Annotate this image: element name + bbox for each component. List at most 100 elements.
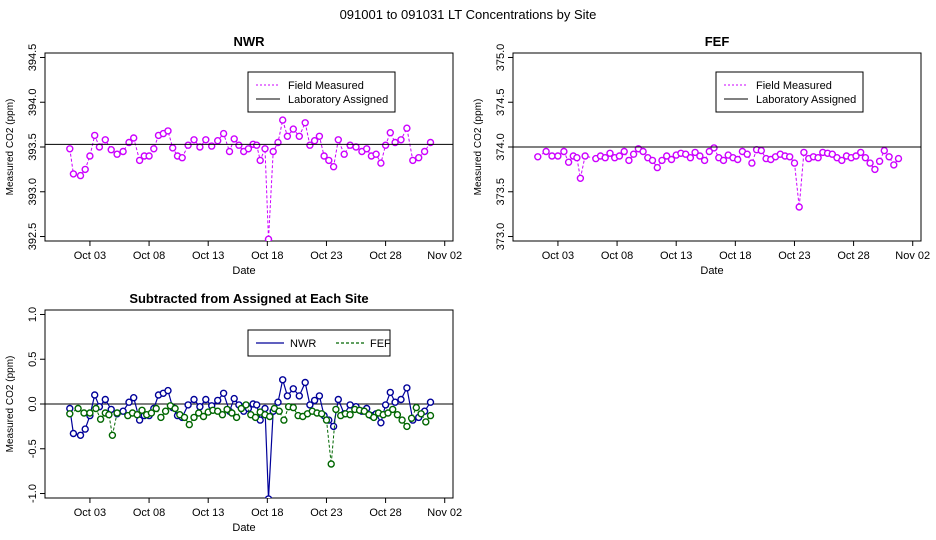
data-point-field-measured: [203, 137, 209, 143]
data-point-field-measured: [341, 151, 347, 157]
data-point-field-measured: [257, 157, 263, 163]
y-tick-label: 392.5: [27, 223, 39, 251]
data-point-fef: [158, 414, 164, 420]
x-tick-label: Nov 02: [427, 250, 462, 262]
x-tick-label: Oct 13: [660, 250, 692, 262]
data-point-field-measured: [877, 158, 883, 164]
y-tick-label: 373.5: [495, 178, 507, 206]
data-point-fef: [281, 417, 287, 423]
data-point-field-measured: [711, 145, 717, 151]
data-point-nwr: [296, 393, 302, 399]
data-point-fef: [418, 411, 424, 417]
data-point-fef: [234, 414, 240, 420]
data-point-field-measured: [535, 154, 541, 160]
data-point-field-measured: [108, 147, 114, 153]
legend-label: Field Measured: [288, 80, 364, 92]
legend-box: [716, 72, 863, 112]
data-point-field-measured: [331, 164, 337, 170]
data-point-field-measured: [383, 142, 389, 148]
data-point-fef: [394, 412, 400, 418]
data-point-fef: [319, 411, 325, 417]
data-point-field-measured: [796, 204, 802, 210]
y-tick-label: 374.5: [495, 88, 507, 116]
data-point-fef: [163, 408, 169, 414]
data-point-field-measured: [858, 149, 864, 155]
data-point-field-measured: [566, 159, 572, 165]
data-point-field-measured: [422, 149, 428, 155]
data-point-nwr: [392, 399, 398, 405]
data-point-field-measured: [735, 157, 741, 163]
data-point-nwr: [387, 389, 393, 395]
data-point-fef: [219, 412, 225, 418]
data-point-field-measured: [373, 151, 379, 157]
data-point-fef: [153, 406, 159, 412]
data-point-fef: [413, 405, 419, 411]
x-tick-label: Nov 02: [895, 250, 930, 262]
data-point-fef: [290, 405, 296, 411]
data-point-field-measured: [881, 148, 887, 154]
data-point-fef: [423, 419, 429, 425]
panel-fef: FEFOct 03 Oct 08 Oct 13 Oct 18 Oct 23 Oct 28 N…: [473, 34, 930, 277]
series-line-nwr: [70, 380, 431, 499]
panel-diff: Subtracted from Assigned at Each Site Oct…: [5, 291, 462, 534]
data-point-nwr: [302, 380, 308, 386]
panels-layer: NWR Oct 03 Oct 08 Oct 13 Oct 18 Oct 23 Oct 28 N…: [5, 34, 930, 534]
x-tick-label: Oct 28: [369, 507, 401, 519]
data-point-field-measured: [326, 157, 332, 163]
data-point-field-measured: [87, 153, 93, 159]
data-point-field-measured: [792, 160, 798, 166]
data-point-field-measured: [353, 144, 359, 150]
data-point-field-measured: [891, 162, 897, 168]
data-point-field-measured: [626, 157, 632, 163]
data-point-field-measured: [702, 157, 708, 163]
data-point-field-measured: [687, 155, 693, 161]
data-point-field-measured: [549, 153, 555, 159]
data-point-field-measured: [316, 133, 322, 139]
data-point-nwr: [231, 396, 237, 402]
data-point-field-measured: [543, 149, 549, 155]
panel-title: Subtracted from Assigned at Each Site: [129, 291, 368, 306]
data-point-field-measured: [185, 142, 191, 148]
x-tick-label: Oct 23: [310, 507, 342, 519]
data-point-fef: [87, 410, 93, 416]
data-point-field-measured: [262, 146, 268, 152]
data-point-field-measured: [114, 151, 120, 157]
data-point-fef: [253, 414, 259, 420]
data-point-field-measured: [621, 149, 627, 155]
y-axis-label: Measured CO2 (ppm): [473, 99, 484, 196]
data-point-nwr: [131, 395, 137, 401]
x-tick-label: Oct 28: [369, 250, 401, 262]
data-point-field-measured: [555, 153, 561, 159]
data-point-field-measured: [236, 142, 242, 148]
data-point-field-measured: [378, 160, 384, 166]
data-point-field-measured: [650, 157, 656, 163]
data-point-fef: [182, 414, 188, 420]
data-point-field-measured: [640, 149, 646, 155]
data-point-nwr: [335, 397, 341, 403]
x-tick-label: Oct 08: [133, 250, 165, 262]
data-point-field-measured: [82, 166, 88, 172]
data-point-fef: [328, 461, 334, 467]
data-point-field-measured: [416, 155, 422, 161]
data-point-field-measured: [102, 137, 108, 143]
y-tick-label: 375.0: [495, 44, 507, 72]
data-point-fef: [75, 406, 81, 412]
y-axis-label: Measured CO2 (ppm): [5, 356, 16, 453]
data-point-fef: [347, 412, 353, 418]
data-point-fef: [98, 416, 104, 422]
data-point-field-measured: [92, 132, 98, 138]
data-point-nwr: [266, 496, 272, 502]
data-point-field-measured: [867, 160, 873, 166]
y-tick-label: 393.0: [27, 178, 39, 206]
data-point-field-measured: [758, 148, 764, 154]
data-point-field-measured: [872, 166, 878, 172]
y-tick-label: -1.0: [27, 484, 39, 503]
data-point-field-measured: [146, 153, 152, 159]
panel-title: NWR: [233, 34, 265, 49]
y-tick-label: 394.5: [27, 44, 39, 72]
data-point-fef: [109, 432, 115, 438]
data-point-fef: [81, 410, 87, 416]
x-axis-label: Date: [700, 265, 723, 277]
data-point-field-measured: [815, 155, 821, 161]
data-point-fef: [333, 406, 339, 412]
